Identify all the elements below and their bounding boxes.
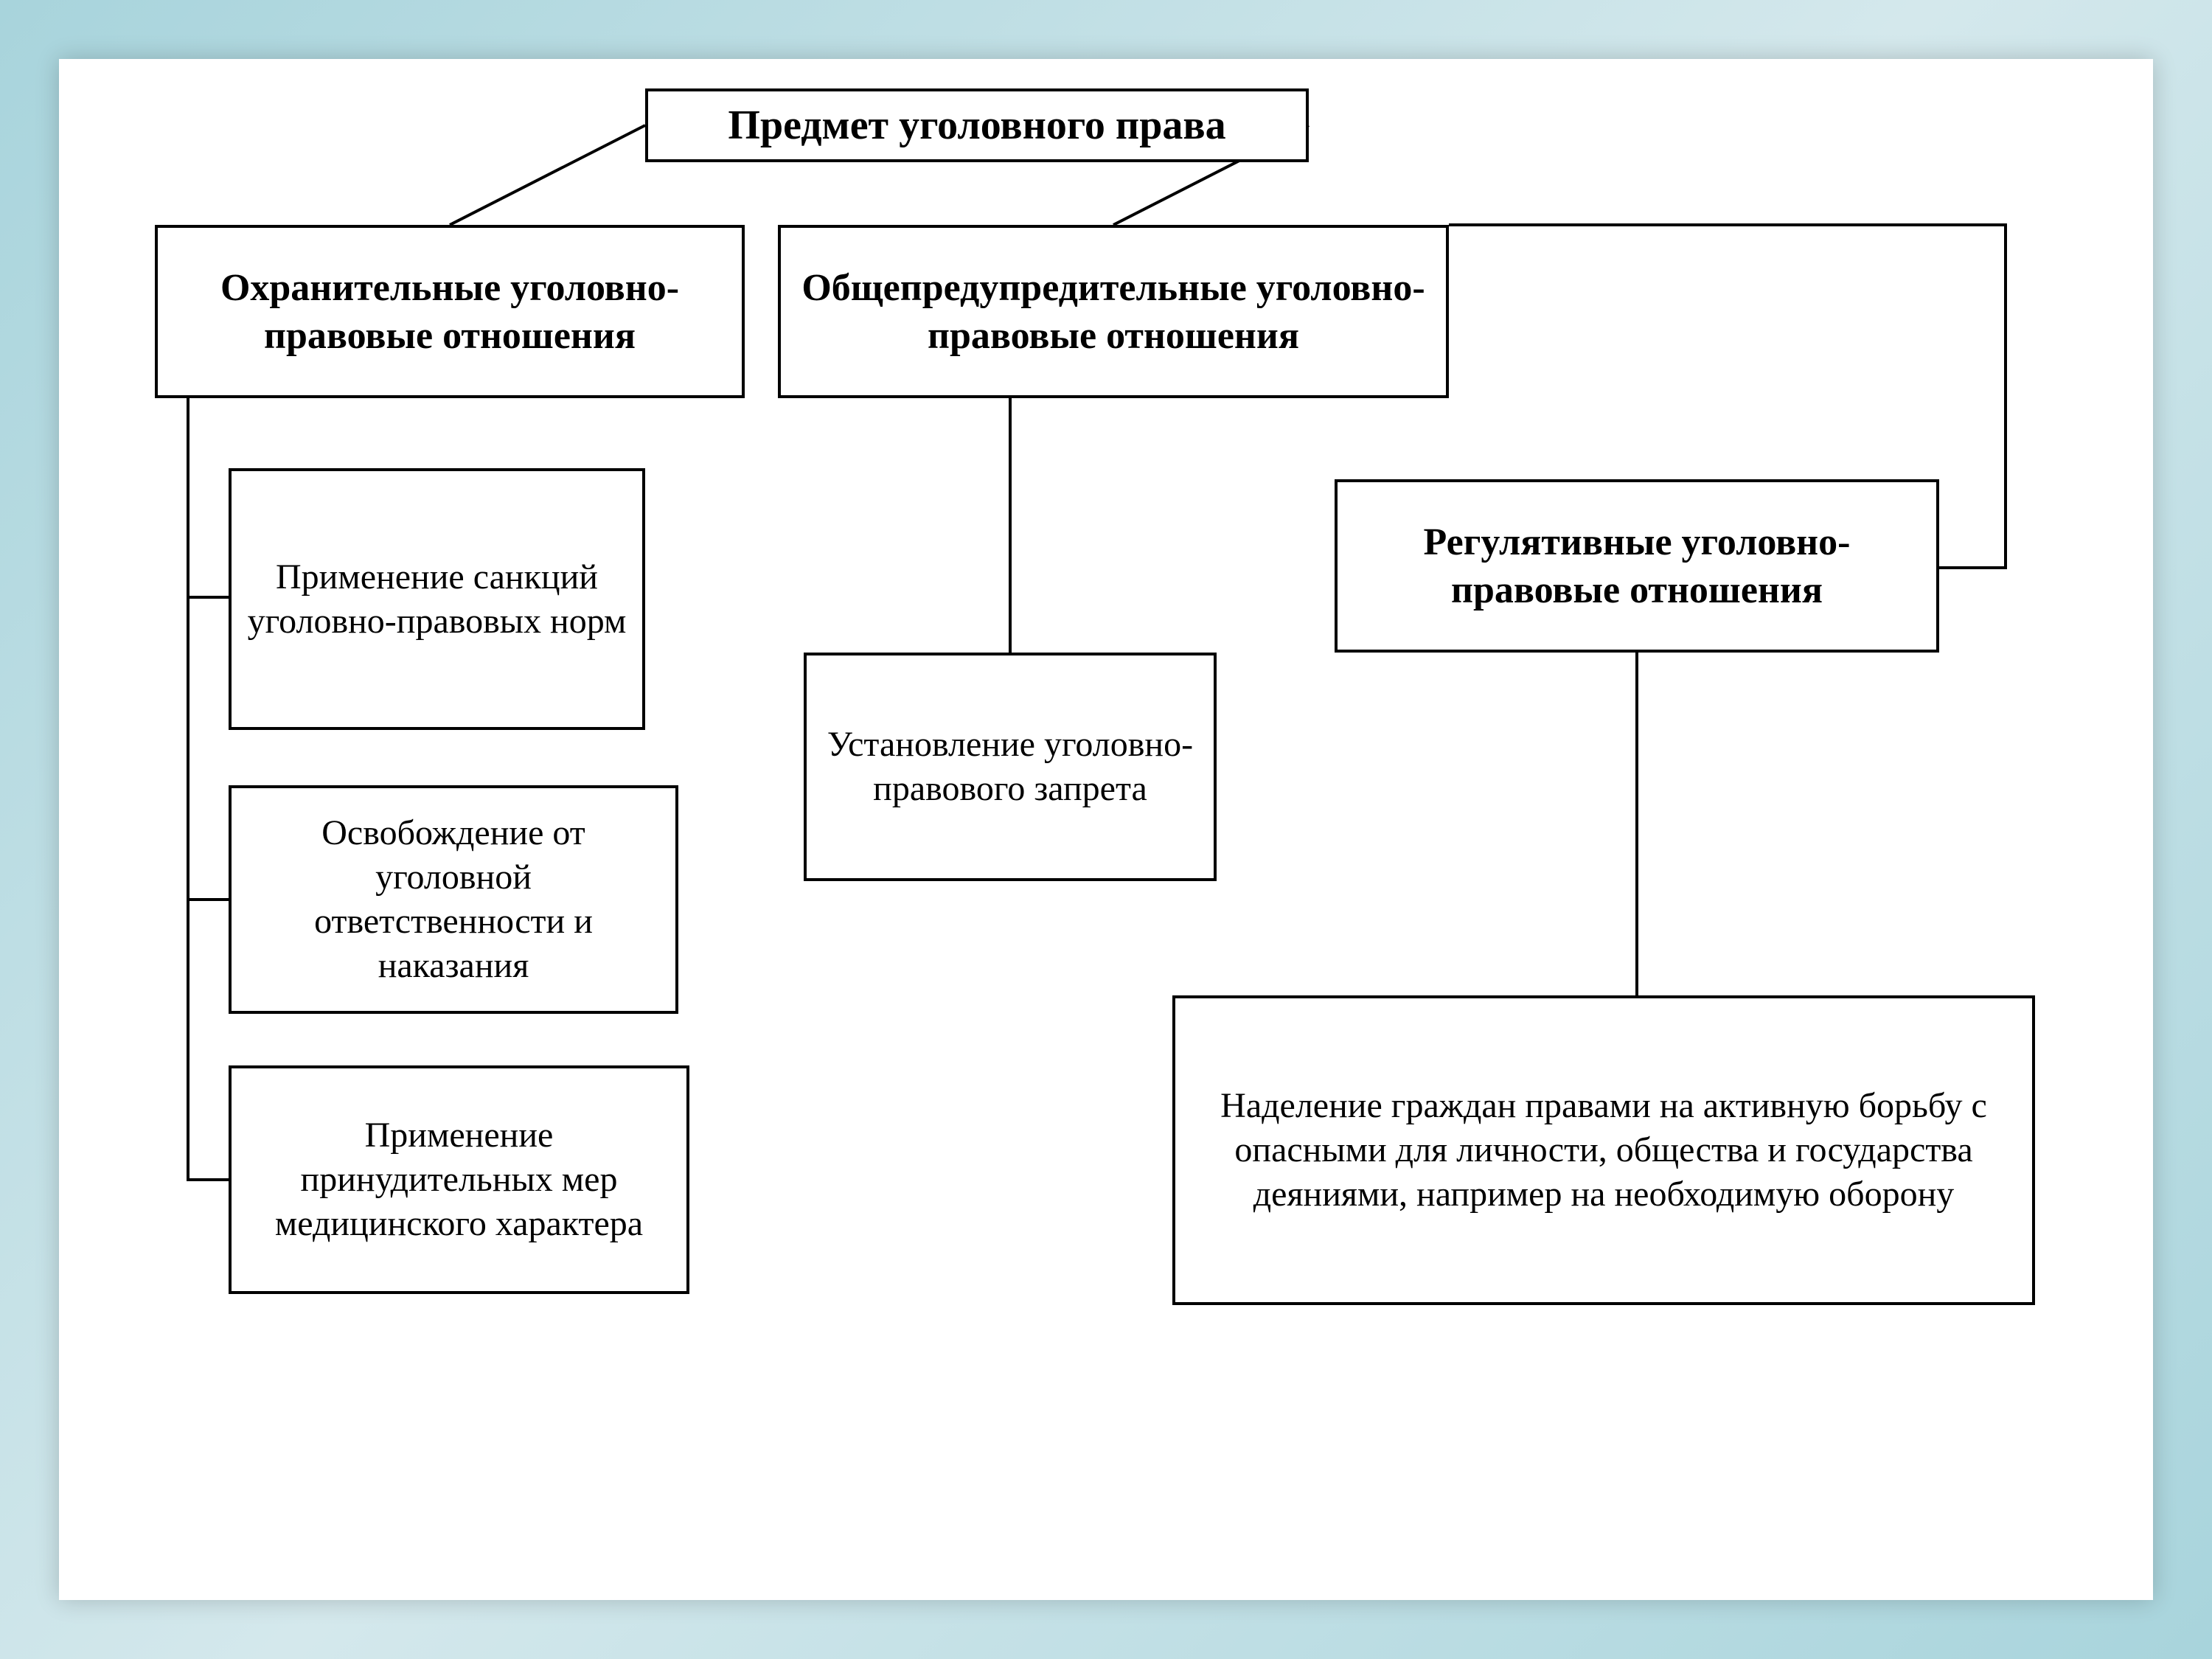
node-sanctions-application-text: Применение санкций уголовно-правовых нор… — [246, 555, 627, 644]
diagram-canvas: Предмет уголовного права Охранительные у… — [59, 59, 2153, 1600]
node-sanctions-application: Применение санкций уголовно-правовых нор… — [229, 468, 645, 730]
node-medical-measures-text: Применение принудительных мер медицинско… — [246, 1113, 672, 1246]
node-protective-relations-text: Охранительные уголовно-правовые отношени… — [173, 264, 727, 360]
node-medical-measures: Применение принудительных мер медицинско… — [229, 1065, 689, 1294]
node-citizen-rights-text: Наделение граждан правами на активную бо… — [1190, 1084, 2017, 1217]
node-liability-exemption-text: Освобождение от уголовной ответственност… — [246, 811, 661, 988]
node-citizen-rights: Наделение граждан правами на активную бо… — [1172, 995, 2035, 1305]
node-protective-relations: Охранительные уголовно-правовые отношени… — [155, 225, 745, 398]
node-prohibition-establishment-text: Установление уголовно-правового запрета — [821, 723, 1199, 811]
node-root-text: Предмет уголовного права — [728, 100, 1225, 151]
node-regulatory-relations: Регулятивные уголовно-правовые отношения — [1335, 479, 1939, 653]
node-regulatory-relations-text: Регулятивные уголовно-правовые отношения — [1352, 518, 1921, 614]
node-root: Предмет уголовного права — [645, 88, 1309, 162]
node-prohibition-establishment: Установление уголовно-правового запрета — [804, 653, 1217, 881]
node-preventive-relations: Общепредупредительные уголовно-правовые … — [778, 225, 1449, 398]
node-liability-exemption: Освобождение от уголовной ответственност… — [229, 785, 678, 1014]
node-preventive-relations-text: Общепредупредительные уголовно-правовые … — [796, 264, 1431, 360]
